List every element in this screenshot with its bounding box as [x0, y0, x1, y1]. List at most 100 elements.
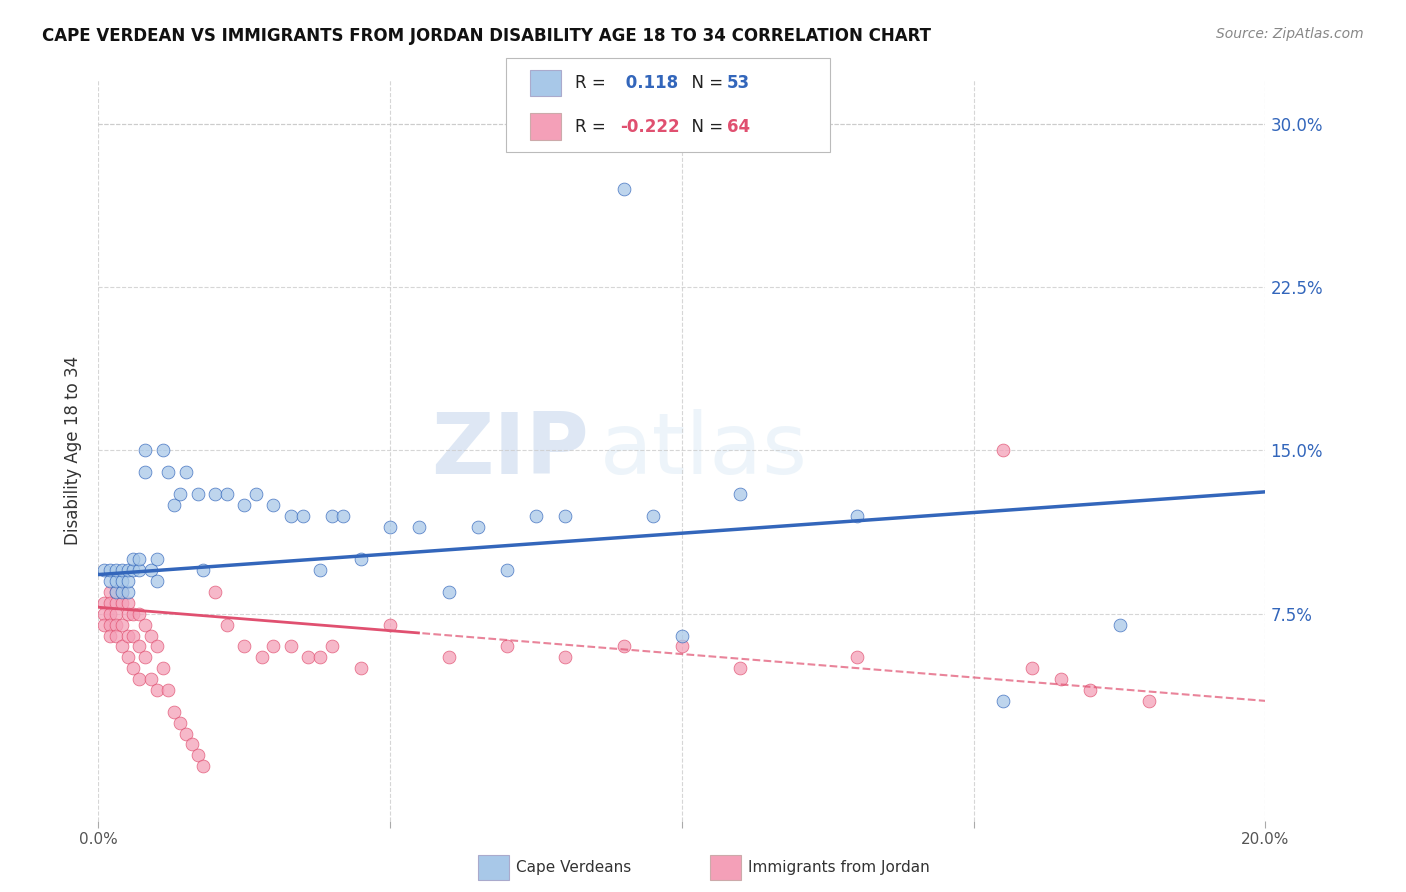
Point	[262, 640, 284, 654]
Point	[111, 585, 134, 599]
Point	[245, 487, 267, 501]
Point	[122, 552, 145, 566]
Point	[111, 585, 134, 599]
Point	[291, 508, 314, 523]
Point	[380, 617, 402, 632]
Point	[122, 629, 145, 643]
Point	[128, 672, 150, 686]
Point	[612, 182, 634, 196]
Point	[215, 487, 238, 501]
Point	[111, 596, 134, 610]
Point	[111, 617, 134, 632]
Point	[991, 694, 1014, 708]
Point	[139, 672, 162, 686]
Point	[193, 759, 215, 773]
Point	[98, 629, 121, 643]
Point	[152, 661, 174, 675]
Point	[1137, 694, 1160, 708]
Text: 53: 53	[727, 74, 749, 92]
Point	[157, 683, 180, 698]
Point	[180, 738, 202, 752]
Point	[146, 552, 169, 566]
Point	[157, 465, 180, 479]
Point	[104, 617, 127, 632]
Point	[846, 508, 869, 523]
Point	[350, 552, 373, 566]
Point	[146, 683, 169, 698]
Point	[117, 574, 139, 588]
Point	[204, 487, 226, 501]
Point	[122, 661, 145, 675]
Point	[496, 640, 519, 654]
Point	[332, 508, 354, 523]
Point	[671, 629, 693, 643]
Point	[730, 487, 752, 501]
Point	[169, 715, 191, 730]
Point	[104, 629, 127, 643]
Point	[128, 563, 150, 577]
Point	[128, 640, 150, 654]
Text: 0.118: 0.118	[620, 74, 678, 92]
Point	[93, 607, 115, 621]
Point	[134, 465, 156, 479]
Point	[641, 508, 664, 523]
Text: R =: R =	[575, 118, 612, 136]
Point	[280, 640, 302, 654]
Point	[1021, 661, 1043, 675]
Point	[111, 563, 134, 577]
Point	[134, 443, 156, 458]
Point	[98, 596, 121, 610]
Point	[146, 574, 169, 588]
Point	[117, 596, 139, 610]
Point	[554, 508, 576, 523]
Point	[380, 519, 402, 533]
Point	[187, 748, 209, 763]
Point	[139, 563, 162, 577]
Point	[496, 563, 519, 577]
Text: Source: ZipAtlas.com: Source: ZipAtlas.com	[1216, 27, 1364, 41]
Point	[991, 443, 1014, 458]
Text: CAPE VERDEAN VS IMMIGRANTS FROM JORDAN DISABILITY AGE 18 TO 34 CORRELATION CHART: CAPE VERDEAN VS IMMIGRANTS FROM JORDAN D…	[42, 27, 931, 45]
Point	[309, 650, 332, 665]
Point	[117, 607, 139, 621]
Point	[730, 661, 752, 675]
Text: Cape Verdeans: Cape Verdeans	[516, 860, 631, 874]
Point	[437, 650, 460, 665]
Point	[524, 508, 547, 523]
Point	[93, 617, 115, 632]
Point	[104, 596, 127, 610]
Point	[671, 640, 693, 654]
Point	[554, 650, 576, 665]
Point	[1050, 672, 1073, 686]
Point	[152, 443, 174, 458]
Point	[309, 563, 332, 577]
Point	[163, 498, 186, 512]
Point	[134, 617, 156, 632]
Point	[174, 726, 197, 740]
Point	[250, 650, 273, 665]
Text: ZIP: ZIP	[430, 409, 589, 492]
Point	[350, 661, 373, 675]
Point	[233, 498, 256, 512]
Point	[122, 563, 145, 577]
Text: 64: 64	[727, 118, 749, 136]
Point	[280, 508, 302, 523]
Text: N =: N =	[681, 118, 728, 136]
Point	[408, 519, 430, 533]
Point	[104, 585, 127, 599]
Y-axis label: Disability Age 18 to 34: Disability Age 18 to 34	[65, 356, 83, 545]
Point	[98, 617, 121, 632]
Point	[98, 563, 121, 577]
Point	[117, 585, 139, 599]
Text: N =: N =	[681, 74, 728, 92]
Point	[117, 629, 139, 643]
Point	[233, 640, 256, 654]
Point	[467, 519, 489, 533]
Point	[117, 563, 139, 577]
Point	[193, 563, 215, 577]
Point	[104, 607, 127, 621]
Point	[134, 650, 156, 665]
Text: atlas: atlas	[600, 409, 808, 492]
Point	[846, 650, 869, 665]
Point	[297, 650, 319, 665]
